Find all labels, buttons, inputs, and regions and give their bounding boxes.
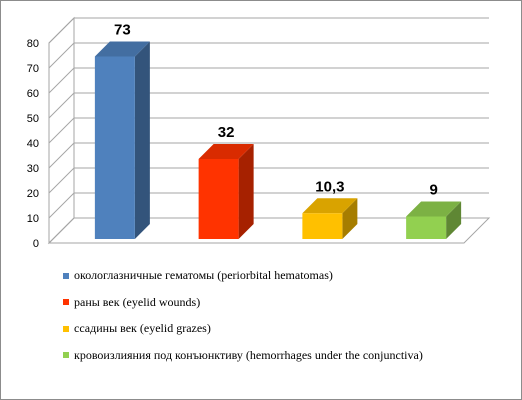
side-gridline	[48, 42, 75, 69]
legend-item: окологлазничные гематомы (periorbital he…	[63, 263, 503, 288]
side-gridline	[48, 167, 75, 194]
bar-side	[342, 198, 358, 239]
y-tick-label: 40	[27, 138, 39, 150]
bar-side	[446, 201, 462, 239]
bar-top	[406, 201, 462, 217]
y-tick-label: 70	[27, 63, 39, 75]
bar	[198, 144, 254, 239]
bar-front	[94, 56, 135, 239]
legend-label: ссадины век (eyelid grazes)	[74, 321, 211, 335]
legend-swatch	[63, 299, 69, 305]
side-gridline	[48, 67, 75, 94]
y-tick-label: 60	[27, 88, 39, 100]
legend-label: кровоизлияния под конъюнктиву (hemorrhag…	[74, 347, 423, 362]
bar-front	[302, 213, 343, 239]
side-gridline	[48, 117, 75, 144]
y-tick-label: 30	[27, 163, 39, 175]
side-gridline	[48, 17, 75, 44]
side-gridline	[48, 142, 75, 169]
bar-front	[198, 159, 239, 239]
bar-front	[406, 216, 447, 239]
y-tick-label: 20	[27, 188, 39, 200]
legend-swatch	[63, 325, 69, 332]
legend-item: раны век (eyelid wounds)	[63, 290, 503, 315]
bar	[94, 41, 150, 239]
bar	[302, 198, 358, 239]
chart-plot: 0 10 20 30 40 50 60 70 80 73 32 10,3 9	[27, 16, 491, 250]
data-label: 73	[114, 22, 131, 39]
legend-item: кровоизлияния под конъюнктиву (hemorrhag…	[63, 343, 503, 368]
floor	[47, 217, 491, 244]
data-label: 10,3	[315, 178, 344, 195]
data-label: 32	[218, 124, 235, 141]
data-label: 9	[429, 182, 437, 199]
side-gridline	[48, 92, 75, 119]
legend-swatch	[63, 352, 69, 358]
y-tick-label: 0	[33, 238, 39, 250]
bar	[406, 201, 462, 239]
legend-swatch	[63, 272, 69, 279]
legend-item: ссадины век (eyelid grazes)	[63, 316, 503, 341]
y-tick-label: 80	[27, 38, 39, 50]
bar-side	[134, 41, 150, 239]
bar-top	[302, 198, 358, 214]
bar-side	[238, 144, 254, 239]
legend: окологлазничные гематомы (periorbital he…	[63, 263, 503, 369]
bar-top	[94, 41, 150, 57]
side-gridline	[48, 192, 75, 219]
legend-label: окологлазничные гематомы (periorbital he…	[74, 268, 333, 282]
y-tick-label: 10	[27, 213, 39, 225]
bar-top	[198, 144, 254, 159]
legend-label: раны век (eyelid wounds)	[74, 294, 201, 309]
y-tick-label: 50	[27, 113, 39, 125]
